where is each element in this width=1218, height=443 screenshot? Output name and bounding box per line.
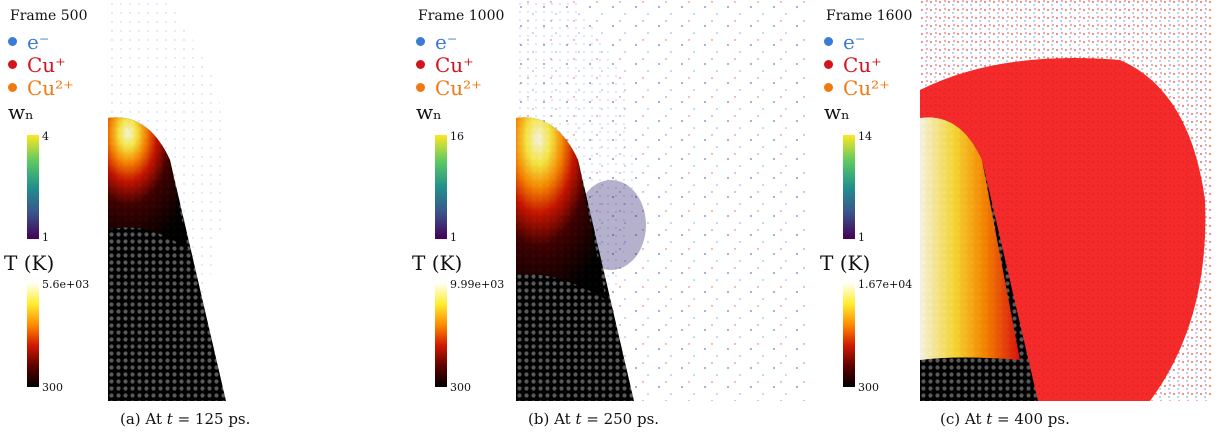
legend-cu1: Cu⁺ <box>27 52 66 77</box>
panel-c: Frame 1600 e⁻ Cu⁺ Cu²⁺ wₙ 14 1 T (K) 1.6… <box>816 0 1216 443</box>
wn-max-tick: 4 <box>42 130 49 143</box>
legend-cu1: Cu⁺ <box>435 52 474 77</box>
frame-label: Frame 500 <box>10 8 88 24</box>
frame-label: Frame 1600 <box>826 8 913 24</box>
t-colorbar-title: T (K) <box>820 251 871 275</box>
simulation-view <box>108 0 400 401</box>
caption-prefix: (c) At <box>940 410 987 428</box>
legend-cu1: Cu⁺ <box>843 52 882 77</box>
temperature-colorbar <box>843 283 855 387</box>
t-max-tick: 1.67e+04 <box>858 278 913 291</box>
simulation-view <box>516 0 808 401</box>
panel-a: Frame 500 e⁻ Cu⁺ Cu²⁺ wₙ 4 1 T (K) 5.6e+… <box>0 0 400 443</box>
wn-colorbar-title: wₙ <box>416 100 442 124</box>
legend-cu2: Cu²⁺ <box>435 75 482 100</box>
temperature-colorbar <box>435 283 447 387</box>
wn-min-tick: 1 <box>858 231 865 244</box>
hot-tip-region <box>920 117 1020 360</box>
electron-dot-icon <box>416 37 425 46</box>
t-min-tick: 300 <box>450 381 471 394</box>
t-colorbar-title: T (K) <box>412 251 463 275</box>
caption-var: t <box>986 410 993 428</box>
hot-tip-region <box>516 117 606 300</box>
cu2-dot-icon <box>8 83 17 92</box>
wn-colorbar <box>843 135 855 239</box>
legend: e⁻ Cu⁺ Cu²⁺ <box>416 30 482 99</box>
electron-dot-icon <box>8 37 17 46</box>
caption: (c) At t = 400 ps. <box>940 410 1070 428</box>
caption: (b) At t = 250 ps. <box>528 410 659 428</box>
t-max-tick: 9.99e+03 <box>450 278 505 291</box>
temperature-colorbar <box>27 283 39 387</box>
caption-suffix: = 400 ps. <box>992 410 1070 428</box>
caption-prefix: (a) At <box>120 410 167 428</box>
panel-b: Frame 1000 e⁻ Cu⁺ Cu²⁺ wₙ 16 1 T (K) 9.9… <box>408 0 808 443</box>
caption-suffix: = 250 ps. <box>581 410 660 428</box>
cu1-dot-icon <box>416 60 425 69</box>
caption-suffix: = 125 ps. <box>172 410 251 428</box>
wn-colorbar-title: wₙ <box>824 100 850 124</box>
legend-cu2: Cu²⁺ <box>27 75 74 100</box>
t-min-tick: 300 <box>858 381 879 394</box>
wn-colorbar-title: wₙ <box>8 100 34 124</box>
electron-dot-icon <box>824 37 833 46</box>
wn-colorbar <box>435 135 447 239</box>
legend-cu2: Cu²⁺ <box>843 75 890 100</box>
legend: e⁻ Cu⁺ Cu²⁺ <box>824 30 890 99</box>
t-colorbar-title: T (K) <box>4 251 55 275</box>
wn-min-tick: 1 <box>450 231 457 244</box>
wn-max-tick: 16 <box>450 130 464 143</box>
simulation-view <box>920 0 1212 401</box>
wn-colorbar <box>27 135 39 239</box>
legend-electron: e⁻ <box>435 29 458 54</box>
t-max-tick: 5.6e+03 <box>42 278 90 291</box>
caption-var: t <box>166 410 173 428</box>
hot-tip-region <box>108 117 188 250</box>
caption-prefix: (b) At <box>528 410 576 428</box>
cu2-dot-icon <box>416 83 425 92</box>
frame-label: Frame 1000 <box>418 8 505 24</box>
legend: e⁻ Cu⁺ Cu²⁺ <box>8 30 74 99</box>
wn-max-tick: 14 <box>858 130 872 143</box>
caption-var: t <box>575 410 582 428</box>
caption: (a) At t = 125 ps. <box>120 410 250 428</box>
t-min-tick: 300 <box>42 381 63 394</box>
cu1-dot-icon <box>824 60 833 69</box>
legend-electron: e⁻ <box>27 29 50 54</box>
cu2-dot-icon <box>824 83 833 92</box>
wn-min-tick: 1 <box>42 231 49 244</box>
cu1-dot-icon <box>8 60 17 69</box>
legend-electron: e⁻ <box>843 29 866 54</box>
